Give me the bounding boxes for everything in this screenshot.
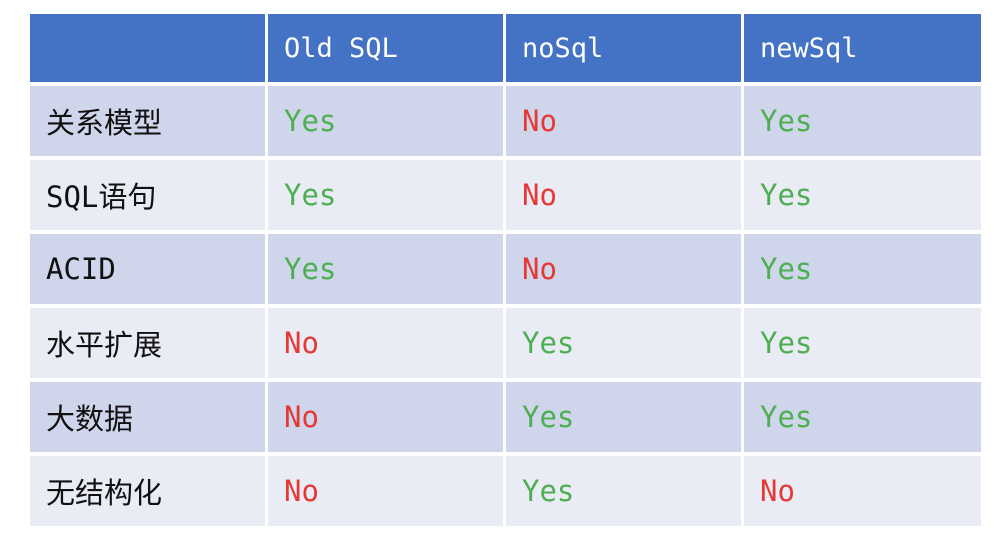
row-label: 关系模型 xyxy=(30,86,265,156)
comparison-table: Old SQL noSql newSql 关系模型 Yes No Yes SQL语句 Yes No… xyxy=(30,14,981,526)
table-cell: Yes xyxy=(744,86,981,156)
table-cell: No xyxy=(268,382,503,452)
table-cell: No xyxy=(506,160,741,230)
table-cell: No xyxy=(506,86,741,156)
table-cell: No xyxy=(506,234,741,304)
row-label: SQL语句 xyxy=(30,160,265,230)
table-cell: Yes xyxy=(744,234,981,304)
column-header: noSql xyxy=(506,14,741,82)
table-cell: Yes xyxy=(506,382,741,452)
table-cell: No xyxy=(268,308,503,378)
row-label: 无结构化 xyxy=(30,456,265,526)
table-cell: Yes xyxy=(268,234,503,304)
row-label: 大数据 xyxy=(30,382,265,452)
table-cell: No xyxy=(744,456,981,526)
table-cell: Yes xyxy=(744,160,981,230)
column-header: newSql xyxy=(744,14,981,82)
table-cell: Yes xyxy=(268,160,503,230)
row-label: ACID xyxy=(30,234,265,304)
header-corner xyxy=(30,14,265,82)
table-cell: Yes xyxy=(506,456,741,526)
table-cell: Yes xyxy=(744,308,981,378)
table-cell: Yes xyxy=(268,86,503,156)
column-header: Old SQL xyxy=(268,14,503,82)
table-cell: No xyxy=(268,456,503,526)
row-label: 水平扩展 xyxy=(30,308,265,378)
table-cell: Yes xyxy=(506,308,741,378)
table-cell: Yes xyxy=(744,382,981,452)
